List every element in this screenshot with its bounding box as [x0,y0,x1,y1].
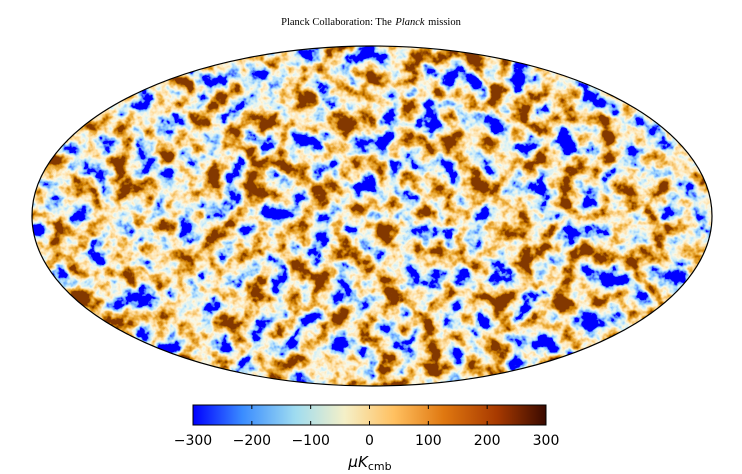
tick-label: −100 [291,433,329,449]
colorbar-unit: μKcmb [347,453,391,473]
unit-base: μK [347,453,369,471]
tick-label: 0 [365,433,374,449]
page-header: Planck Collaboration: The Planck mission [0,17,742,28]
sky-map [32,46,712,386]
header-emphasis: Planck [395,17,425,28]
header-suffix: mission [428,17,461,28]
map-outline [31,45,713,387]
tick-label: 300 [533,433,560,449]
header-prefix: Planck Collaboration: The [281,17,392,28]
cmb-texture [32,46,712,386]
tick-label: −300 [174,433,212,449]
tick-label: 200 [474,433,501,449]
tick-label: 100 [415,433,442,449]
tick-label: −200 [233,433,271,449]
unit-sub: cmb [368,460,392,473]
